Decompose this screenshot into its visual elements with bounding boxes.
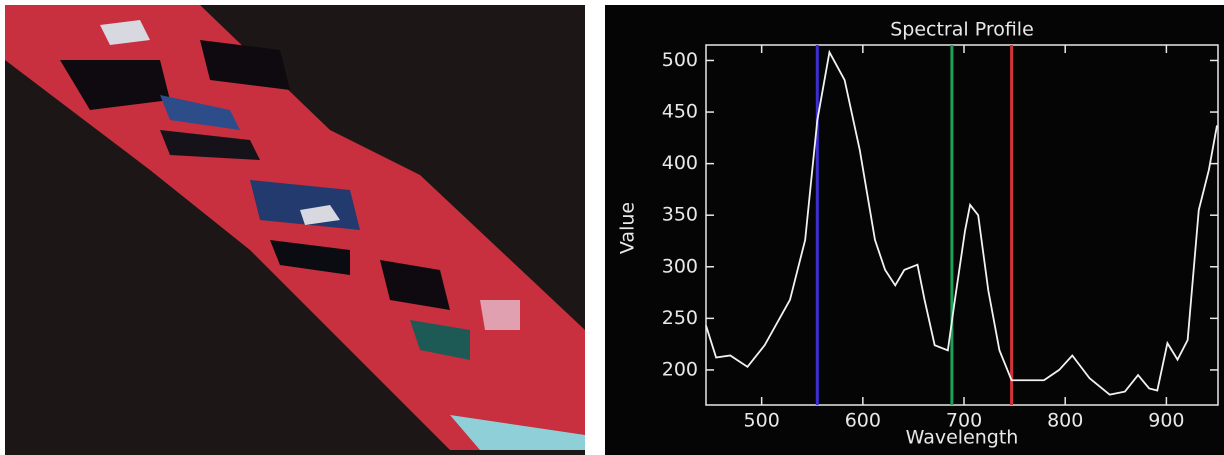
x-tick-label: 800 [1047,410,1083,432]
x-axis-label: Wavelength [906,427,1019,449]
y-tick-label: 400 [662,152,698,174]
chart-title: Spectral Profile [890,19,1034,41]
spectral-line [705,49,1218,396]
y-tick-label: 300 [662,255,698,277]
x-tick-label: 700 [946,410,982,432]
satellite-image [5,5,585,455]
x-tick-label: 900 [1148,410,1184,432]
y-tick-label: 350 [662,204,698,226]
y-axis-label: Value [617,202,639,254]
y-tick-label: 450 [662,101,698,123]
y-tick-label: 500 [662,49,698,71]
y-tick-label: 200 [662,358,698,380]
plot-frame [705,44,1219,406]
y-tick-label: 250 [662,307,698,329]
chart-panel [605,5,1224,455]
x-tick-label: 600 [845,410,881,432]
x-tick-label: 500 [744,410,780,432]
